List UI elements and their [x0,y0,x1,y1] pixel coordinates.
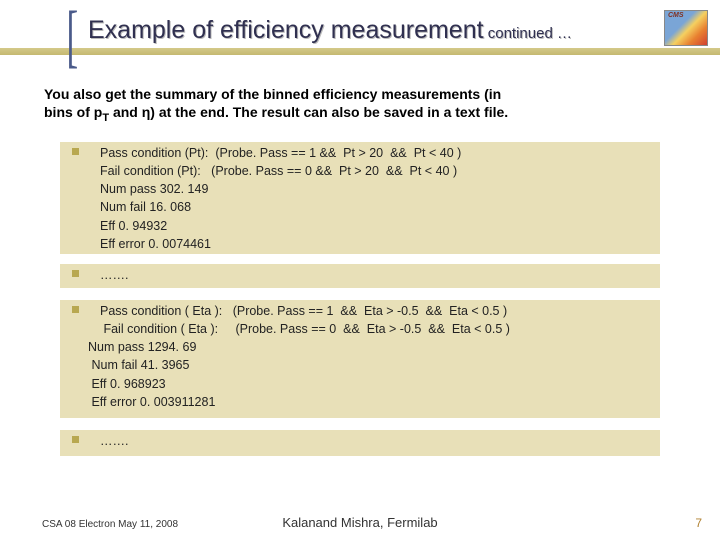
eta-line1: Pass condition ( Eta ): (Probe. Pass == … [100,302,658,320]
bullet-icon [72,148,79,155]
footer: CSA 08 Electron May 11, 2008 Kalanand Mi… [0,514,720,532]
bullet-icon [72,436,79,443]
header-band [0,48,720,55]
bullet-icon [72,306,79,313]
intro-line2b: and η) at the end. The result can also b… [109,104,508,120]
result-block-eta: Pass condition ( Eta ): (Probe. Pass == … [60,300,660,418]
eta-line3: Num pass 1294. 69 [88,338,658,356]
eta-line5: Eff 0. 968923 [88,375,658,393]
eta-line2: Fail condition ( Eta ): (Probe. Pass == … [100,320,658,338]
slide-title: Example of efficiency measurement contin… [88,16,572,45]
eta-line6: Eff error 0. 003911281 [88,393,658,411]
title-bracket: [ [67,8,76,66]
cms-logo [664,10,708,46]
page-number: 7 [695,516,702,530]
ellipsis-2: ……. [100,432,658,450]
pt-line6: Eff error 0. 0074461 [100,235,658,253]
pt-line3: Num pass 302. 149 [100,180,658,198]
eta-line4: Num fail 41. 3965 [88,356,658,374]
pt-line5: Eff 0. 94932 [100,217,658,235]
footer-center: Kalanand Mishra, Fermilab [0,515,720,530]
intro-line1: You also get the summary of the binned e… [44,86,501,102]
ellipsis-1: ……. [100,266,658,284]
ellipsis-block-2: ……. [60,430,660,456]
title-main: Example of efficiency measurement [88,16,484,44]
ellipsis-block-1: ……. [60,264,660,288]
pt-line1: Pass condition (Pt): (Probe. Pass == 1 &… [100,144,658,162]
bullet-icon [72,270,79,277]
result-block-pt: Pass condition (Pt): (Probe. Pass == 1 &… [60,142,660,254]
pt-line2: Fail condition (Pt): (Probe. Pass == 0 &… [100,162,658,180]
pt-line4: Num fail 16. 068 [100,198,658,216]
intro-text: You also get the summary of the binned e… [44,86,676,125]
title-continued: continued … [484,25,572,42]
intro-line2a: bins of p [44,104,102,120]
